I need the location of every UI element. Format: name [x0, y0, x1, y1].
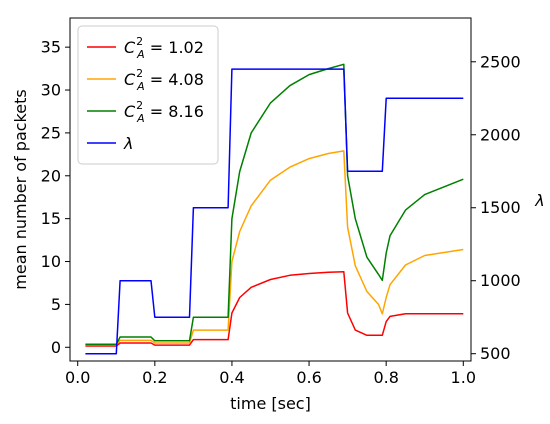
y2-axis-label: λ	[534, 191, 544, 210]
x-tick-label: 0.4	[219, 368, 244, 387]
y2-tick-label: 1500	[480, 198, 521, 217]
y-tick-label: 25	[41, 123, 61, 142]
y-tick-label: 20	[41, 166, 61, 185]
y-axis-right: 500 1000 1500 2000 2500	[471, 52, 521, 363]
legend-label: C2 A = 4.08	[124, 67, 204, 93]
legend-label: C2 A = 8.16	[124, 99, 204, 125]
y2-tick-label: 2500	[480, 52, 521, 71]
series-line-4	[85, 68, 464, 355]
x-tick-label: 0.6	[296, 368, 321, 387]
y-tick-label: 30	[41, 81, 61, 100]
y-tick-label: 0	[51, 338, 61, 357]
y2-tick-label: 500	[480, 344, 511, 363]
x-tick-label: 0.2	[142, 368, 167, 387]
y2-tick-label: 2000	[480, 125, 521, 144]
series-line-1	[85, 271, 464, 347]
x-tick-label: 0.0	[65, 368, 90, 387]
x-axis-label: time [sec]	[230, 394, 311, 413]
legend-label: C2 A = 1.02	[124, 35, 204, 61]
x-tick-label: 0.8	[373, 368, 398, 387]
legend-label: λ	[123, 134, 133, 153]
y-axis-label: mean number of packets	[11, 89, 30, 289]
y-tick-label: 15	[41, 209, 61, 228]
plot-frame	[69, 17, 472, 362]
y-tick-label: 5	[51, 295, 61, 314]
series-line-2	[85, 150, 464, 346]
x-axis: 0.0 0.2 0.4 0.6 0.8 1.0	[65, 361, 476, 387]
legend: C2 A = 1.02 C2 A = 4.08 C2 A = 8.16 λ	[77, 25, 219, 165]
legend-box	[77, 25, 219, 165]
y-tick-label: 35	[41, 38, 61, 57]
x-tick-label: 1.0	[451, 368, 476, 387]
series-layer	[85, 63, 464, 355]
y-axis-left: 0 5 10 15 20 25 30 35	[41, 38, 70, 357]
y-tick-label: 10	[41, 252, 61, 271]
series-line-3	[85, 63, 464, 346]
y2-tick-label: 1000	[480, 271, 521, 290]
